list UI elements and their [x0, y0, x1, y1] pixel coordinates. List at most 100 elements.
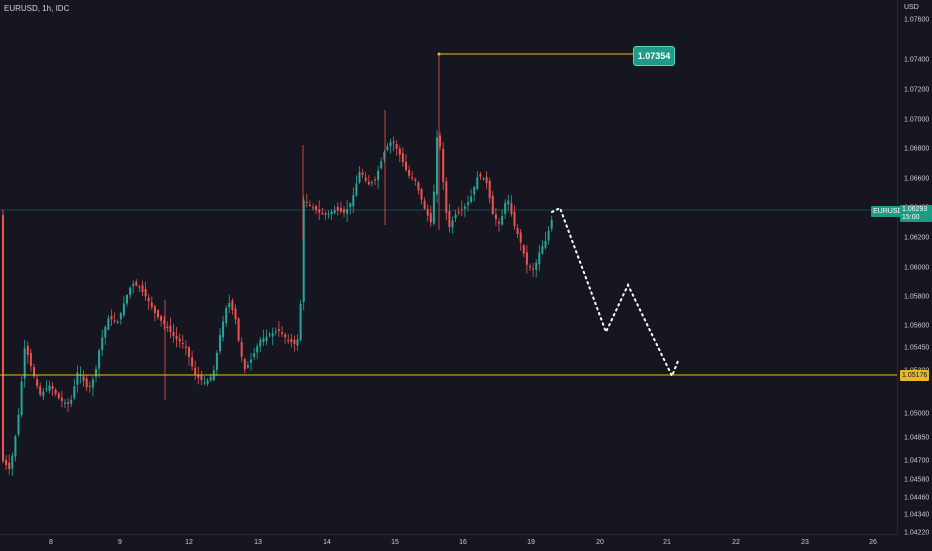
candle-body — [429, 212, 432, 223]
price-tick: 1.05600 — [904, 322, 930, 330]
candle-body — [54, 389, 57, 394]
candle-body — [231, 300, 234, 311]
candle-body — [116, 321, 119, 323]
candle-body — [336, 207, 339, 211]
candle-body — [414, 179, 417, 181]
candle-body — [420, 188, 423, 200]
price-tick: 1.07400 — [904, 56, 930, 64]
candle-body — [467, 202, 469, 205]
candle-body — [302, 200, 305, 302]
candle-body — [451, 220, 454, 228]
candle-body — [253, 353, 256, 357]
candle-body — [129, 287, 132, 296]
price-axis[interactable]: 1.07600 1.07400 1.07200 1.07000 1.06800 1.066… — [897, 0, 932, 537]
price-chart[interactable] — [0, 0, 897, 534]
candle-body — [349, 203, 352, 208]
candle-body — [290, 339, 293, 343]
candle-body — [383, 152, 386, 160]
candle-body — [246, 365, 249, 368]
candle-body — [405, 162, 407, 170]
candle-body — [166, 326, 169, 328]
candle-body — [240, 341, 243, 357]
candle-body — [64, 402, 66, 404]
candle-body — [138, 286, 141, 288]
candle-body — [14, 436, 17, 457]
candle-body — [113, 320, 116, 322]
candle-body — [203, 382, 206, 384]
candle-body — [243, 359, 246, 370]
candle-body — [33, 367, 35, 377]
candle-body — [411, 177, 414, 179]
candle-body — [20, 381, 23, 416]
candle-body — [17, 414, 20, 435]
price-tick: 1.05000 — [904, 410, 930, 418]
candle-body — [73, 386, 76, 399]
candle-body — [144, 288, 147, 297]
candle-body — [299, 304, 302, 341]
candle-body — [268, 334, 271, 336]
candle-body — [250, 359, 252, 363]
candle-body — [45, 388, 48, 390]
candle-body — [454, 214, 457, 218]
candle-body — [476, 177, 479, 190]
time-tick: 19 — [527, 539, 535, 546]
candle-body — [237, 318, 240, 341]
candle-body — [5, 459, 8, 466]
candle-body — [101, 337, 104, 351]
candle-body — [358, 171, 361, 183]
candle-body — [538, 252, 541, 265]
candle-body — [284, 334, 287, 338]
candle-body — [57, 393, 60, 399]
candle-body — [498, 221, 500, 224]
candle-body — [228, 302, 231, 308]
candle-body — [473, 186, 476, 195]
candle-body — [293, 339, 296, 344]
candle-body — [333, 210, 336, 213]
candle-body — [175, 335, 178, 340]
candle-body — [160, 316, 163, 321]
candle-body — [308, 204, 311, 206]
candle-body — [305, 202, 308, 204]
candle-body — [76, 372, 79, 385]
symbol-legend[interactable]: EURUSD, 1h, IDC — [4, 4, 70, 13]
candle-body — [479, 174, 482, 177]
candle-body — [550, 219, 553, 229]
candle-body — [423, 200, 426, 209]
candle-body — [436, 137, 438, 195]
candle-body — [85, 378, 88, 388]
candle-body — [513, 211, 516, 227]
candle-body — [312, 207, 314, 209]
candle-body — [361, 172, 364, 175]
candle-body — [209, 377, 212, 381]
candle-body — [39, 386, 42, 395]
time-tick: 13 — [254, 539, 262, 546]
candle-body — [448, 211, 451, 227]
candle-body — [491, 196, 494, 214]
candle-body — [432, 191, 435, 224]
candle-body — [519, 232, 522, 243]
candle-body — [169, 325, 172, 333]
candle-body — [157, 310, 159, 318]
candle-body — [355, 183, 358, 196]
time-axis[interactable]: 8 9 12 13 14 15 16 19 20 21 22 23 26 — [0, 534, 897, 551]
candle-body — [88, 385, 91, 387]
candle-body — [296, 339, 299, 346]
candle-body — [377, 170, 380, 181]
candle-body — [132, 283, 135, 286]
candle-body — [352, 195, 355, 207]
high-price-label: 1.07354 — [633, 46, 675, 66]
candle-body — [67, 402, 70, 405]
candle-body — [256, 346, 259, 353]
candle-body — [364, 177, 367, 181]
candle-body — [219, 335, 221, 352]
current-price-tag: 1.06293 15:00 — [900, 205, 932, 222]
candle-body — [197, 374, 200, 378]
candle-body — [82, 376, 85, 382]
candle-body — [445, 181, 448, 213]
candle-body — [107, 318, 110, 330]
candle-body — [70, 399, 73, 404]
price-tick: 1.05450 — [904, 344, 930, 352]
candle-body — [147, 297, 150, 302]
candle-body — [525, 252, 528, 265]
candle-body — [277, 329, 280, 331]
